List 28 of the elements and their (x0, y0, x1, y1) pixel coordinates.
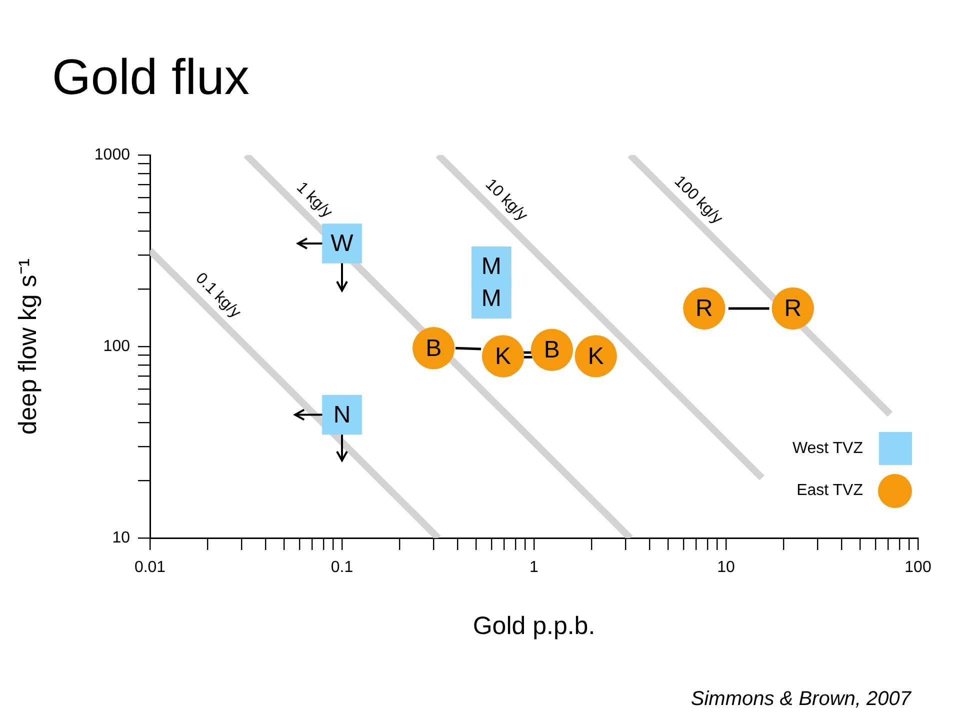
data-label: R (784, 295, 802, 322)
data-label: N (333, 401, 351, 428)
y-axis-title: deep flow kg s⁻¹ (14, 258, 42, 435)
x-tick-label: 0.01 (134, 559, 166, 576)
text: 10 kg/y (482, 176, 530, 224)
x-tick-label: 100 (904, 559, 932, 576)
x-tick-label: 1 (530, 559, 539, 576)
data-label: K (495, 342, 512, 370)
legend-label: East TVZ (796, 482, 863, 500)
data-label: M (481, 253, 502, 280)
text: 1 kg/y (293, 179, 336, 222)
y-tick-label: 1000 (94, 146, 130, 164)
data-label: K (588, 342, 604, 370)
text: Simmons & Brown, 2007 (690, 688, 911, 711)
x-tick-label: 0.1 (330, 559, 354, 576)
x-tick-label: 10 (717, 559, 735, 576)
data-label: R (696, 295, 713, 322)
y-tick-label: 10 (112, 529, 130, 546)
data-label: B (544, 336, 560, 364)
text: 0.1 kg/y (192, 270, 244, 322)
legend-label: West TVZ (792, 440, 863, 458)
data-label: M (481, 285, 502, 312)
x-axis-title: Gold p.p.b. (472, 612, 596, 640)
y-tick-label: 100 (103, 338, 130, 355)
chart-title: Gold flux (52, 48, 250, 106)
data-label: W (330, 230, 354, 258)
data-label: B (426, 334, 442, 362)
text: 100 kg/y (670, 172, 726, 228)
